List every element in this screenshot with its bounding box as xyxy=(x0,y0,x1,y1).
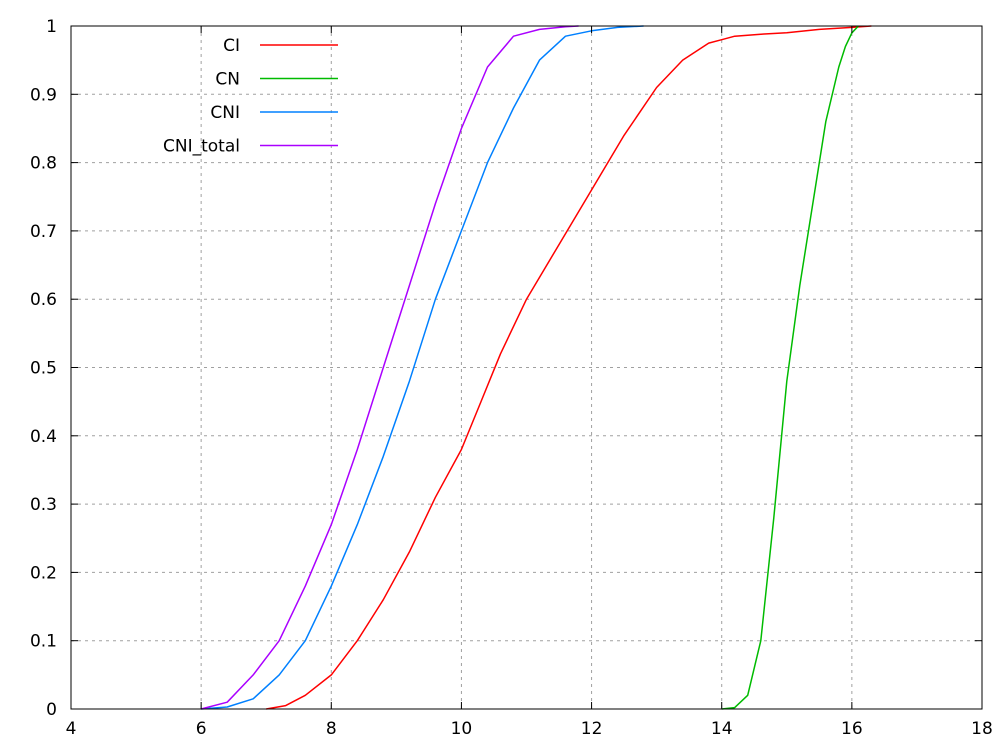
series-line-cni-total xyxy=(200,25,579,710)
x-tick-label: 12 xyxy=(581,719,603,739)
y-tick-label: 0.1 xyxy=(30,632,57,652)
x-tick-label: 18 xyxy=(971,719,993,739)
x-tick-label: 6 xyxy=(196,719,207,739)
y-tick-label: 0.7 xyxy=(30,222,57,242)
y-tick-label: 0.3 xyxy=(30,495,57,515)
legend-label-cni: CNI xyxy=(210,103,240,123)
y-tick-label: 1 xyxy=(46,17,57,37)
x-tick-label: 4 xyxy=(66,719,77,739)
legend-label-cn: CN xyxy=(215,70,240,90)
x-axis-tick-labels: 4 6 8 10 12 14 16 18 xyxy=(66,719,993,739)
y-tick-label: 0.6 xyxy=(30,290,57,310)
legend-label-ci: CI xyxy=(223,36,240,56)
y-tick-label: 0.5 xyxy=(30,359,57,379)
x-tick-label: 14 xyxy=(711,719,733,739)
y-tick-label: 0 xyxy=(46,700,57,720)
series-lines xyxy=(200,25,872,710)
x-tick-label: 8 xyxy=(326,719,337,739)
x-tick-label: 16 xyxy=(841,719,863,739)
legend: CI CN CNI CNI_total xyxy=(163,36,338,157)
series-line-cn xyxy=(721,25,859,710)
y-tick-label: 0.9 xyxy=(30,85,57,105)
y-tick-label: 0.8 xyxy=(30,154,57,174)
series-line-cni xyxy=(201,25,644,710)
y-tick-label: 0.2 xyxy=(30,563,57,583)
axis-ticks xyxy=(70,25,983,710)
legend-label-cni-total: CNI_total xyxy=(163,137,240,157)
y-axis-tick-labels: 0 0.1 0.2 0.3 0.4 0.5 0.6 0.7 0.8 0.9 1 xyxy=(30,17,57,720)
series-line-ci xyxy=(266,25,872,710)
y-tick-label: 0.4 xyxy=(30,427,57,447)
x-tick-label: 10 xyxy=(451,719,473,739)
